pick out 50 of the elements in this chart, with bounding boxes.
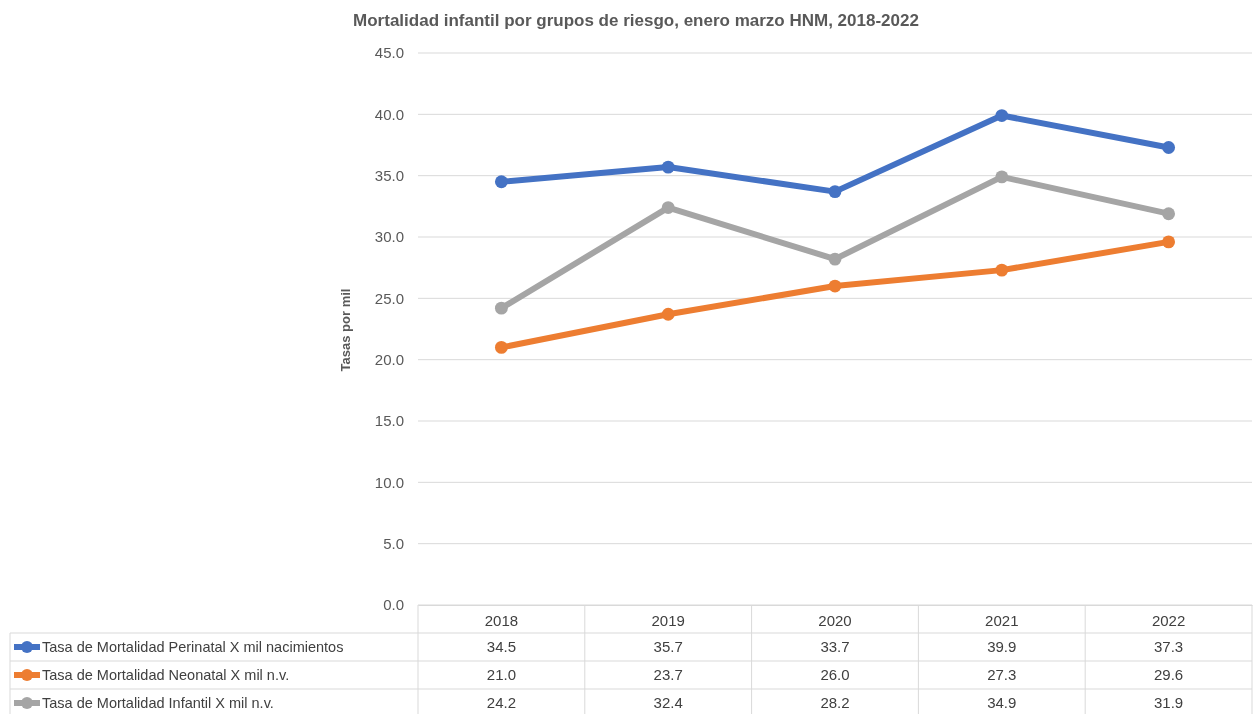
data-label: 27.3 — [987, 666, 1017, 683]
data-label: 32.4 — [653, 694, 683, 711]
data-label: 26.0 — [820, 666, 850, 683]
y-tick-label: 25.0 — [374, 289, 404, 307]
point — [995, 109, 1009, 122]
x-tick-label: 2021 — [985, 611, 1019, 629]
data-label: 37.3 — [1154, 638, 1184, 655]
y-tick-label: 15.0 — [374, 412, 404, 430]
data-label: 33.7 — [820, 638, 850, 655]
x-tick-label: 2022 — [1151, 611, 1186, 629]
data-label: 24.2 — [486, 694, 516, 711]
point — [1162, 207, 1176, 221]
point — [494, 301, 508, 315]
y-tick-label: 45.0 — [374, 44, 404, 62]
y-axis-title: Tasas por mil — [338, 288, 353, 372]
data-label: 39.9 — [987, 638, 1017, 655]
point — [661, 201, 675, 214]
data-label: 21.0 — [486, 666, 516, 683]
point — [995, 263, 1009, 277]
x-tick-label: 2020 — [818, 611, 852, 629]
y-tick-label: 5.0 — [383, 534, 404, 552]
data-label: 29.6 — [1154, 666, 1184, 683]
y-tick-label: 0.0 — [383, 596, 404, 614]
point — [661, 307, 675, 321]
point — [828, 279, 842, 293]
point — [1162, 235, 1176, 249]
point — [494, 340, 508, 354]
data-label: 23.7 — [653, 666, 683, 683]
point — [828, 252, 842, 266]
data-label: 31.9 — [1154, 694, 1184, 711]
x-tick-label: 2019 — [651, 611, 685, 629]
point — [828, 185, 842, 199]
y-tick-label: 30.0 — [374, 228, 404, 246]
x-tick-label: 2018 — [484, 611, 519, 629]
data-label: 35.7 — [653, 638, 683, 655]
data-label: 34.9 — [987, 694, 1017, 711]
point — [1162, 141, 1176, 154]
point — [494, 175, 508, 189]
data-label: 34.5 — [486, 638, 516, 655]
y-tick-label: 20.0 — [374, 350, 404, 368]
data-label: 28.2 — [820, 694, 850, 711]
legend-label: Tasa de Mortalidad Infantil X mil n.v. — [42, 695, 274, 711]
legend-label: Tasa de Mortalidad Perinatal X mil nacimientos — [42, 639, 344, 655]
chart-title: Mortalidad infantil por grupos de riesgo, enero marzo HNM, 2018-2022 — [353, 11, 919, 30]
y-tick-label: 10.0 — [374, 473, 404, 491]
legend-label: Tasa de Mortalidad Neonatal X mil n.v. — [42, 667, 290, 683]
y-tick-label: 35.0 — [374, 166, 404, 184]
y-tick-label: 40.0 — [374, 105, 404, 123]
point — [995, 170, 1009, 184]
point — [661, 160, 675, 174]
